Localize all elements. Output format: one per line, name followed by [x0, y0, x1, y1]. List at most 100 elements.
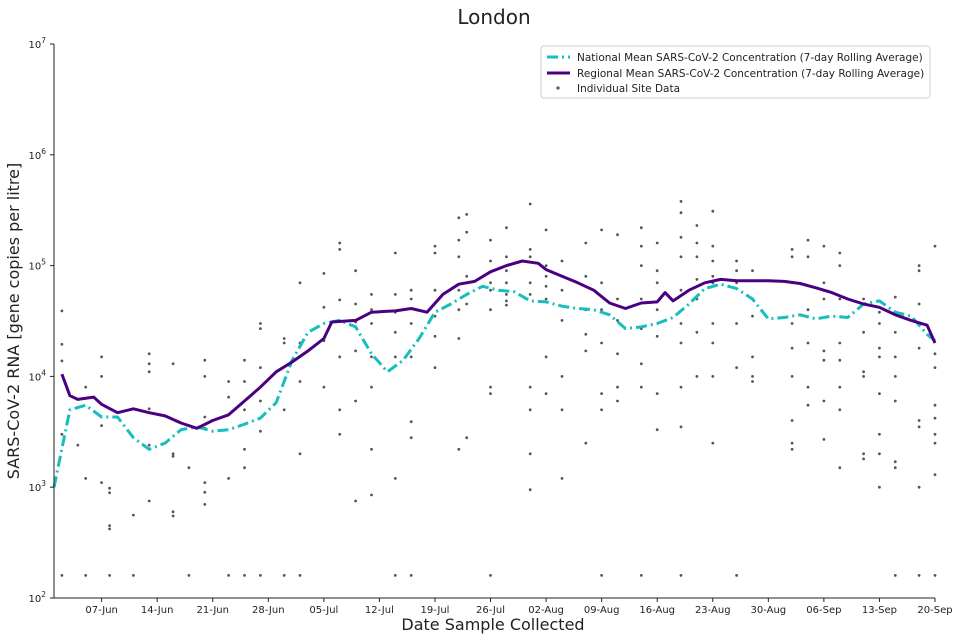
site-data-point: [489, 308, 492, 312]
site-data-point: [528, 248, 532, 251]
site-data-point: [298, 281, 302, 285]
site-data-point: [679, 211, 683, 215]
site-data-point: [544, 228, 548, 232]
site-data-point: [655, 428, 659, 432]
site-data-point: [917, 269, 921, 273]
site-data-point: [354, 499, 357, 503]
site-data-point: [489, 259, 492, 263]
site-data-point: [679, 425, 683, 429]
site-data-point: [544, 297, 548, 301]
site-data-point: [409, 436, 413, 440]
site-data-point: [457, 308, 461, 312]
site-data-point: [528, 385, 532, 389]
site-data-point: [695, 375, 699, 378]
site-data-point: [695, 330, 699, 334]
site-data-point: [338, 241, 342, 245]
site-data-point: [584, 349, 588, 353]
site-data-point: [60, 359, 64, 363]
site-data-point: [433, 244, 437, 248]
site-data-point: [806, 308, 810, 312]
site-data-point: [679, 341, 683, 345]
site-data-point: [227, 477, 231, 480]
site-data-point: [370, 385, 373, 389]
site-data-point: [806, 403, 810, 407]
site-data-point: [227, 380, 231, 383]
regional-mean-line: [60, 259, 937, 430]
site-data-point: [60, 574, 64, 577]
site-data-point: [639, 264, 643, 267]
site-data-point: [203, 358, 207, 362]
site-data-point: [862, 457, 865, 461]
site-data-point: [465, 213, 469, 216]
site-data-point: [711, 322, 715, 325]
site-data-point: [838, 297, 842, 301]
site-data-point: [584, 332, 588, 336]
site-data-point: [544, 274, 548, 278]
site-data-point: [84, 385, 88, 389]
site-data-point: [282, 574, 286, 577]
site-data-point: [878, 310, 881, 314]
site-data-point: [409, 322, 413, 325]
site-data-point: [878, 452, 881, 456]
site-data-point: [862, 452, 865, 456]
x-tick-label: 12-Jul: [365, 605, 394, 616]
site-data-point: [409, 574, 413, 577]
site-data-point: [338, 355, 342, 359]
site-data-point: [862, 375, 865, 378]
legend-site-marker: [556, 86, 560, 90]
site-data-point: [100, 375, 103, 378]
site-data-point: [338, 248, 342, 251]
site-data-point: [560, 319, 564, 322]
site-data-point: [838, 358, 842, 362]
site-data-point: [639, 574, 643, 577]
site-data-point: [227, 574, 231, 577]
site-data-point: [409, 288, 413, 292]
site-data-point: [893, 295, 897, 299]
site-data-point: [528, 255, 532, 259]
site-data-point: [735, 269, 738, 273]
site-data-point: [560, 375, 564, 378]
site-data-point: [147, 407, 151, 411]
site-data-point: [147, 362, 151, 366]
site-data-point: [259, 366, 262, 369]
site-data-point: [409, 297, 413, 301]
site-data-point: [370, 322, 373, 325]
site-data-point: [108, 574, 111, 577]
site-data-point: [243, 408, 246, 412]
y-tick-label: 103: [28, 479, 46, 494]
site-data-point: [933, 416, 937, 420]
plot-area: [52, 200, 937, 577]
site-data-point: [457, 337, 461, 340]
site-data-point: [751, 314, 754, 318]
site-data-point: [917, 302, 921, 306]
site-data-point: [751, 269, 754, 273]
site-data-point: [171, 362, 175, 366]
x-tick-label: 02-Aug: [528, 605, 564, 616]
site-data-point: [655, 269, 659, 273]
site-data-point: [933, 366, 937, 369]
site-data-point: [132, 574, 135, 577]
x-tick-label: 23-Aug: [695, 605, 731, 616]
site-data-point: [616, 385, 619, 389]
y-ticks: 102 103 104 105 106 107: [28, 36, 54, 605]
site-data-point: [282, 408, 286, 412]
site-data-point: [433, 288, 437, 292]
site-data-point: [679, 574, 683, 577]
site-data-point: [259, 327, 262, 330]
site-data-point: [600, 408, 603, 412]
site-data-point: [187, 466, 191, 470]
site-data-point: [600, 228, 603, 232]
site-data-point: [322, 272, 326, 275]
site-data-point: [298, 574, 302, 577]
site-data-point: [171, 452, 175, 456]
site-data-point: [393, 355, 397, 359]
site-data-point: [259, 429, 262, 433]
site-data-point: [822, 281, 826, 285]
site-data-point: [711, 274, 715, 278]
site-data-point: [108, 524, 111, 527]
site-data-point: [203, 481, 207, 484]
site-data-point: [298, 452, 302, 456]
site-data-point: [806, 341, 810, 345]
site-data-point: [465, 230, 469, 234]
